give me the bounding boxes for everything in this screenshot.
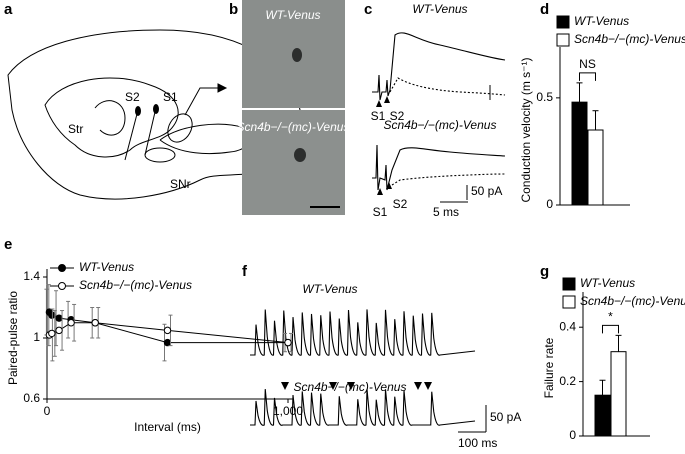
point (48, 311, 56, 319)
legend-label: Scn4b−/−(mc)-Venus (79, 278, 192, 292)
stim-label: S2 (390, 109, 405, 123)
scale-label: 50 pA (471, 184, 502, 198)
panel-label: a (4, 1, 13, 18)
significance-label: * (608, 310, 613, 324)
point (163, 326, 172, 335)
legend-swatch (556, 33, 570, 47)
region-label: S1 (163, 90, 178, 104)
bar (587, 129, 604, 206)
panel-label: d (540, 1, 549, 18)
region-label: S2 (125, 90, 140, 104)
image-label: Scn4b−/−(mc)-Venus (237, 120, 350, 134)
panel-label: g (540, 263, 549, 280)
y-tick-label: 0.4 (559, 319, 576, 333)
trace-label: WT-Venus (302, 282, 357, 296)
point (91, 319, 99, 327)
point (48, 329, 56, 338)
scale-label: 50 pA (490, 410, 521, 424)
micrograph (242, 110, 345, 215)
image-label: WT-Venus (265, 8, 320, 22)
legend-label: WT-Venus (580, 276, 635, 290)
ephys-traces (372, 32, 506, 203)
scale-label: 100 ms (458, 436, 497, 450)
electrode-tip (135, 106, 141, 116)
bar (594, 394, 611, 437)
neuron (294, 148, 306, 162)
x-tick-label: 0 (44, 404, 51, 418)
point (67, 319, 75, 327)
legend-label: Scn4b−/−(mc)-Venus (574, 32, 685, 46)
y-tick-label: 0.5 (536, 90, 553, 104)
panel-label: f (242, 263, 248, 280)
stim-label: S2 (393, 197, 408, 211)
bar (610, 351, 627, 437)
legend-marker (58, 264, 66, 272)
y-tick-label: 1.4 (23, 269, 40, 283)
y-tick-label: 1 (33, 330, 40, 344)
stim-label: S1 (373, 205, 388, 219)
region-label: SNr (170, 177, 191, 191)
failure-arrow (329, 382, 337, 390)
region-label: Str (68, 122, 83, 136)
significance-label: NS (579, 57, 596, 71)
bar (571, 101, 588, 206)
spike-trains (250, 309, 476, 426)
failure-arrow (424, 382, 432, 390)
panel-label: c (364, 1, 372, 18)
point (55, 314, 63, 322)
y-tick-label: 0 (569, 428, 576, 442)
electrode-tip (153, 104, 159, 114)
y-tick-label: 0 (546, 197, 553, 211)
panel-label: b (229, 1, 238, 18)
failure-arrow (281, 382, 289, 390)
point (55, 326, 63, 335)
panel-label: e (4, 236, 12, 253)
significance-bracket (602, 324, 619, 334)
neuron (292, 48, 302, 62)
legend-swatch (556, 15, 570, 29)
trace-label: Scn4b−/−(mc)-Venus (384, 118, 497, 132)
legend-label: WT-Venus (79, 260, 134, 274)
spike-train (250, 309, 476, 356)
failure-arrow (347, 382, 355, 390)
legend-marker (58, 282, 66, 290)
trace-label: WT-Venus (412, 2, 467, 16)
legend-label: WT-Venus (574, 14, 629, 28)
point (163, 338, 172, 347)
stim-label: S1 (371, 109, 386, 123)
y-axis-label: Paired-pulse ratio (6, 291, 20, 385)
failure-arrow (414, 382, 422, 390)
significance-bracket (579, 72, 596, 81)
legend-label: Scn4b−/−(mc)-Venus (580, 294, 685, 308)
x-tick-label: 1,000 (273, 404, 303, 418)
y-axis-label: Conduction velocity (m s⁻¹) (519, 57, 533, 202)
y-tick-label: 0.6 (23, 391, 40, 405)
spike-train (250, 388, 476, 426)
trace-label: Scn4b−/−(mc)-Venus (294, 380, 407, 394)
legend-swatch (562, 277, 576, 291)
legend-swatch (562, 295, 576, 309)
point (284, 338, 292, 347)
scale-label: 5 ms (433, 205, 459, 219)
y-tick-label: 0.2 (559, 374, 576, 388)
x-axis-label: Interval (ms) (134, 420, 201, 434)
y-axis-label: Failure rate (542, 337, 556, 398)
